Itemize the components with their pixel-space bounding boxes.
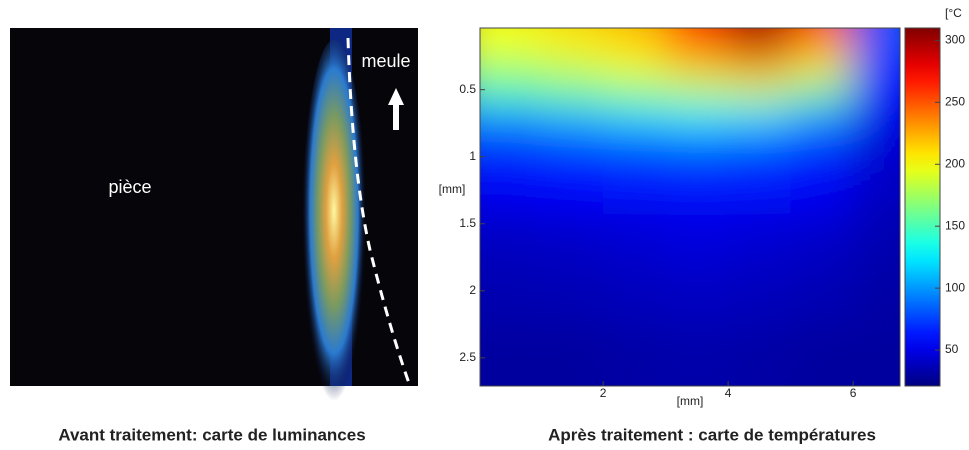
heat-cell: [790, 210, 855, 265]
heat-cell: [790, 324, 855, 386]
colorbar-tick-label: 50: [945, 342, 959, 356]
heat-cell: [665, 324, 730, 386]
heat-cell: [540, 28, 605, 51]
heat-cell: [728, 263, 792, 326]
heat-cell: [480, 324, 542, 386]
x-tick-label: 4: [725, 386, 732, 400]
heat-cell: [540, 103, 605, 131]
heat-cell: [853, 324, 900, 386]
heat-cell: [540, 76, 605, 105]
heat-cell: [540, 49, 605, 78]
label-piece: pièce: [108, 177, 151, 197]
heat-cell: [665, 76, 730, 105]
heat-cell: [790, 103, 855, 131]
caption-left: Avant traitement: carte de luminances: [58, 425, 365, 444]
luminance-image: [10, 28, 418, 420]
colorbar: [904, 27, 941, 387]
heat-cell: [603, 210, 667, 265]
heat-cell: [853, 163, 900, 212]
x-tick-label: 2: [600, 386, 607, 400]
heat-cell: [540, 163, 605, 212]
colorbar-tick-label: 300: [945, 33, 965, 47]
caption-right: Après traitement : carte de températures: [548, 425, 876, 444]
y-axis-label: [mm]: [439, 182, 466, 196]
y-tick-label: 2: [469, 283, 476, 297]
heat-cell: [853, 49, 900, 78]
heat-cell: [728, 49, 792, 78]
heat-cell: [790, 129, 855, 165]
heat-cell: [853, 103, 900, 131]
heat-cell: [853, 210, 900, 265]
y-tick-label: 0.5: [459, 82, 476, 96]
heat-cell: [665, 49, 730, 78]
y-tick-label: 1: [469, 149, 476, 163]
heat-cell: [480, 103, 542, 131]
heat-cell: [853, 76, 900, 105]
heat-cell: [665, 103, 730, 131]
heat-cell: [480, 263, 542, 326]
heat-cell: [728, 76, 792, 105]
heat-cell: [665, 263, 730, 326]
label-meule: meule: [361, 51, 410, 71]
heat-cell: [480, 28, 542, 51]
x-tick-label: 6: [850, 386, 857, 400]
heat-cell: [728, 210, 792, 265]
heat-cell: [728, 103, 792, 131]
heat-cell: [480, 129, 542, 165]
heat-cell: [665, 163, 730, 212]
colorbar-tick-label: 100: [945, 280, 965, 294]
colorbar-tick-label: 150: [945, 218, 965, 232]
plot-frame: [479, 27, 901, 387]
heat-cell: [603, 28, 667, 51]
heat-cell: [603, 324, 667, 386]
heat-cell: [790, 76, 855, 105]
heat-cell: [728, 324, 792, 386]
heat-cell: [853, 263, 900, 326]
heat-cell: [603, 49, 667, 78]
heatmap: [480, 28, 900, 386]
heat-cell: [603, 76, 667, 105]
heat-cell: [790, 49, 855, 78]
heat-cell: [603, 129, 667, 165]
colorbar-tick-label: 250: [945, 94, 965, 108]
heat-cell: [480, 210, 542, 265]
heat-cell: [603, 103, 667, 131]
heat-cell: [790, 163, 855, 212]
heat-cell: [540, 324, 605, 386]
heat-cell: [728, 163, 792, 212]
y-tick-label: 1.5: [459, 216, 476, 230]
heat-cell: [853, 129, 900, 165]
y-tick-label: 2.5: [459, 350, 476, 364]
heat-cell: [540, 263, 605, 326]
heat-cell: [603, 163, 667, 212]
heat-cell: [480, 49, 542, 78]
heat-cell: [728, 129, 792, 165]
heat-cell: [790, 28, 855, 51]
heat-cell: [665, 210, 730, 265]
heat-cell: [603, 263, 667, 326]
heat-cell: [665, 129, 730, 165]
heat-cell: [790, 263, 855, 326]
heat-cell: [540, 210, 605, 265]
x-axis-label: [mm]: [677, 394, 704, 408]
heat-cell: [480, 76, 542, 105]
heat-cell: [728, 28, 792, 51]
colorbar-tick-label: 200: [945, 156, 965, 170]
heat-cell: [540, 129, 605, 165]
heat-cell: [480, 163, 542, 212]
heat-cell: [853, 28, 900, 51]
colorbar-label: [°C: [945, 6, 962, 20]
heat-cell: [665, 28, 730, 51]
